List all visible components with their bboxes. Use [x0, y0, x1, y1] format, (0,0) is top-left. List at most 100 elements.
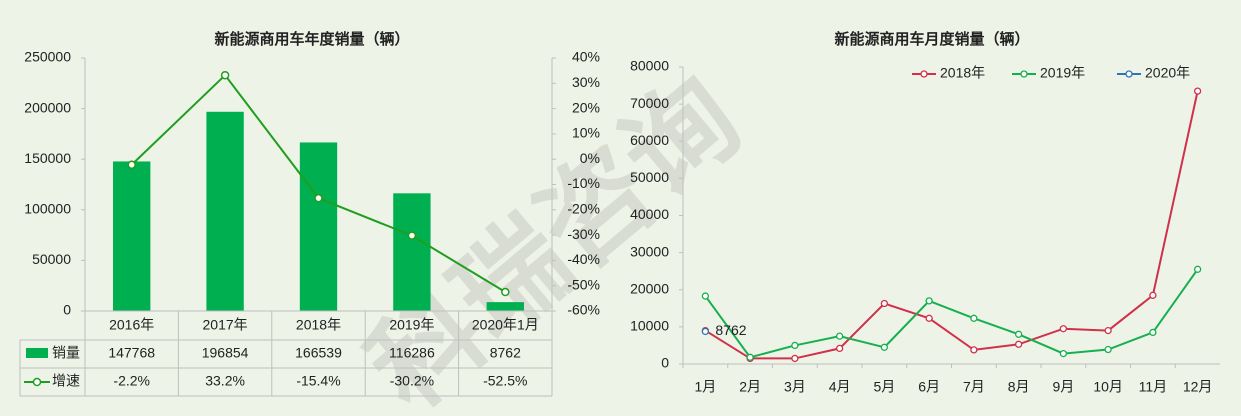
- growth-point: [407, 231, 417, 240]
- point: [970, 314, 978, 322]
- y-tick-label: 20000: [630, 280, 669, 296]
- x-tick-label: 3月: [784, 379, 806, 395]
- legend-label: 2019年: [1040, 65, 1085, 81]
- point: [1014, 330, 1023, 338]
- y2-tick-label: 10%: [572, 125, 600, 141]
- legend-swatch: [920, 70, 928, 78]
- point: [1059, 325, 1068, 333]
- point: [1193, 265, 1202, 273]
- y2-tick-label: 30%: [572, 74, 600, 90]
- y2-tick-label: 20%: [572, 99, 600, 115]
- series-line: [704, 90, 1199, 360]
- chart-title: 新能源商用车月度销量（辆）: [834, 30, 1029, 48]
- table-value: 8762: [490, 345, 521, 361]
- table-value: 147768: [108, 345, 155, 361]
- y-tick-label: 10000: [630, 318, 669, 334]
- x-tick-label: 7月: [963, 379, 985, 395]
- x-tick-label: 2020年1月: [472, 317, 539, 333]
- point: [1059, 349, 1068, 358]
- y2-tick-label: -20%: [567, 201, 600, 217]
- y-tick-label: 80000: [630, 58, 669, 74]
- x-tick-label: 2017年: [203, 317, 248, 333]
- point: [835, 332, 844, 340]
- x-tick-label: 5月: [873, 379, 895, 395]
- point: [746, 353, 754, 361]
- x-tick-label: 4月: [829, 379, 851, 395]
- point: [791, 354, 799, 363]
- bar: [206, 111, 244, 311]
- growth-point: [314, 193, 323, 203]
- x-tick-label: 2016年: [109, 317, 154, 333]
- table-value: 33.2%: [205, 373, 245, 389]
- table-value: 166539: [295, 345, 342, 361]
- y-tick-label: 0: [661, 355, 669, 371]
- point: [1193, 87, 1202, 95]
- y-tick-label: 100000: [24, 201, 71, 217]
- legend-label: 2018年: [940, 65, 985, 81]
- x-tick-label: 12月: [1183, 379, 1213, 395]
- legend-label: 销量: [52, 345, 80, 361]
- bar: [486, 302, 524, 311]
- x-tick-label: 8月: [1008, 379, 1030, 395]
- series-line: [704, 268, 1199, 359]
- growth-point: [127, 160, 136, 170]
- point: [791, 341, 799, 350]
- point: [1104, 345, 1112, 354]
- data-label: 8762: [715, 322, 746, 338]
- y-tick-label: 30000: [630, 243, 669, 259]
- legend-swatch: [1020, 70, 1028, 78]
- bar: [299, 142, 338, 311]
- x-tick-label: 11月: [1139, 379, 1168, 395]
- legend-swatch: [1125, 70, 1133, 78]
- y-tick-label: 250000: [24, 49, 71, 65]
- x-tick-label: 2月: [739, 379, 761, 395]
- bar: [113, 161, 151, 311]
- y-tick-label: 60000: [630, 132, 669, 148]
- table-value: -15.4%: [296, 373, 340, 389]
- x-tick-label: 2019年: [389, 317, 434, 333]
- table-value: 116286: [389, 345, 435, 361]
- point: [835, 344, 844, 353]
- y-tick-label: 50000: [32, 251, 71, 267]
- y-tick-label: 70000: [630, 95, 669, 111]
- y-tick-label: 200000: [24, 99, 71, 115]
- y-tick-label: 0: [63, 302, 71, 318]
- point: [1104, 326, 1112, 335]
- y2-tick-label: 40%: [572, 49, 600, 65]
- y2-tick-label: -40%: [567, 251, 600, 267]
- x-tick-label: 6月: [918, 379, 940, 395]
- point: [1149, 291, 1157, 299]
- x-tick-label: 1月: [694, 379, 716, 395]
- point: [880, 299, 889, 308]
- legend-label: 增速: [52, 373, 80, 389]
- legend-swatch: [26, 348, 48, 358]
- table-value: -2.2%: [113, 373, 150, 389]
- point: [701, 292, 710, 300]
- bar: [393, 193, 431, 311]
- y2-tick-label: -10%: [567, 175, 600, 191]
- point: [925, 297, 933, 305]
- y2-tick-label: 0%: [580, 150, 600, 166]
- growth-point: [220, 70, 230, 80]
- point: [880, 343, 889, 351]
- point: [1014, 340, 1023, 348]
- y-tick-label: 150000: [24, 150, 71, 166]
- table-value: -52.5%: [483, 373, 527, 389]
- y2-tick-label: -30%: [567, 226, 600, 242]
- chart-title: 新能源商用车年度销量（辆）: [214, 30, 409, 48]
- growth-point: [501, 287, 510, 297]
- x-tick-label: 9月: [1052, 379, 1074, 395]
- table-value: -30.2%: [390, 373, 434, 389]
- legend-label: 2020年: [1145, 65, 1190, 81]
- x-tick-label: 2018年: [296, 317, 341, 333]
- point: [970, 346, 978, 354]
- y-tick-label: 40000: [630, 206, 669, 222]
- point: [925, 314, 933, 322]
- y2-tick-label: -60%: [567, 302, 600, 318]
- table-value: 196854: [202, 345, 249, 361]
- y2-tick-label: -50%: [567, 276, 600, 292]
- y-tick-label: 50000: [630, 169, 669, 185]
- legend-swatch: [32, 377, 42, 387]
- x-tick-label: 10月: [1093, 379, 1123, 395]
